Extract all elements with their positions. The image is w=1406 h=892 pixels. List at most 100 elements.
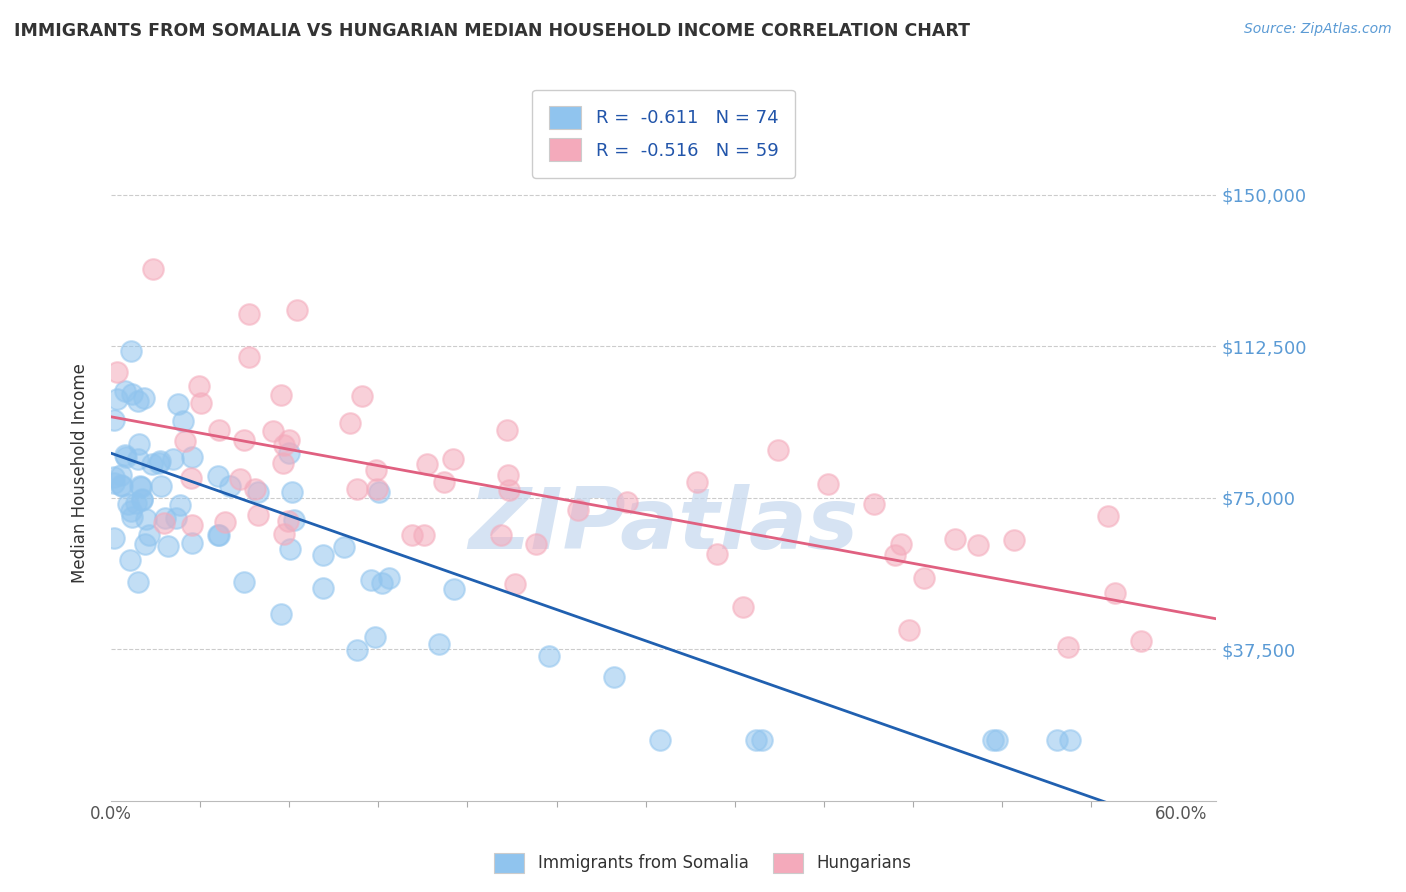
Point bbox=[981, 733, 1004, 747]
Point bbox=[180, 518, 202, 533]
Point bbox=[890, 537, 912, 551]
Point bbox=[496, 423, 519, 437]
Point bbox=[567, 502, 589, 516]
Point bbox=[262, 424, 284, 438]
Point bbox=[105, 392, 128, 406]
Point bbox=[134, 537, 156, 551]
Point bbox=[912, 571, 935, 585]
Point bbox=[686, 475, 709, 489]
Point bbox=[214, 516, 236, 530]
Point bbox=[1130, 633, 1153, 648]
Point bbox=[129, 480, 152, 494]
Point bbox=[103, 475, 125, 490]
Point bbox=[103, 413, 125, 427]
Text: Source: ZipAtlas.com: Source: ZipAtlas.com bbox=[1244, 22, 1392, 37]
Point bbox=[884, 549, 907, 563]
Y-axis label: Median Household Income: Median Household Income bbox=[72, 363, 89, 583]
Point bbox=[208, 527, 231, 541]
Point bbox=[1046, 733, 1069, 747]
Point bbox=[733, 599, 755, 614]
Point bbox=[339, 416, 361, 430]
Point bbox=[443, 582, 465, 596]
Point bbox=[167, 397, 190, 411]
Point bbox=[233, 575, 256, 590]
Text: IMMIGRANTS FROM SOMALIA VS HUNGARIAN MEDIAN HOUSEHOLD INCOME CORRELATION CHART: IMMIGRANTS FROM SOMALIA VS HUNGARIAN MED… bbox=[14, 22, 970, 40]
Point bbox=[277, 514, 299, 528]
Point bbox=[245, 483, 267, 497]
Point bbox=[364, 630, 387, 644]
Point bbox=[346, 482, 368, 496]
Point bbox=[346, 643, 368, 657]
Point bbox=[127, 394, 149, 409]
Point bbox=[149, 453, 172, 467]
Point bbox=[135, 512, 157, 526]
Point bbox=[1059, 733, 1081, 747]
Point bbox=[489, 527, 512, 541]
Point bbox=[270, 607, 292, 621]
Point bbox=[131, 492, 153, 507]
Point bbox=[427, 637, 450, 651]
Point bbox=[378, 571, 401, 585]
Point bbox=[125, 495, 148, 509]
Point bbox=[648, 733, 671, 747]
Point bbox=[366, 482, 388, 496]
Point bbox=[141, 458, 163, 472]
Point bbox=[271, 456, 294, 470]
Point bbox=[278, 446, 301, 460]
Point bbox=[603, 670, 626, 684]
Point bbox=[333, 541, 356, 555]
Point bbox=[433, 475, 456, 489]
Point bbox=[165, 511, 187, 525]
Point bbox=[441, 452, 464, 467]
Point bbox=[187, 379, 209, 393]
Point bbox=[153, 516, 176, 530]
Point bbox=[128, 478, 150, 492]
Point bbox=[121, 509, 143, 524]
Point bbox=[766, 442, 789, 457]
Point bbox=[246, 508, 269, 522]
Point bbox=[142, 262, 165, 277]
Point bbox=[181, 536, 204, 550]
Point bbox=[966, 538, 988, 552]
Legend: Immigrants from Somalia, Hungarians: Immigrants from Somalia, Hungarians bbox=[488, 847, 918, 880]
Point bbox=[413, 527, 436, 541]
Point bbox=[114, 448, 136, 462]
Point bbox=[138, 528, 160, 542]
Point bbox=[111, 478, 134, 492]
Point bbox=[207, 527, 229, 541]
Point bbox=[128, 436, 150, 450]
Point bbox=[360, 573, 382, 587]
Point bbox=[751, 733, 773, 747]
Point bbox=[228, 472, 250, 486]
Point bbox=[120, 504, 142, 518]
Point bbox=[312, 581, 335, 595]
Point bbox=[105, 365, 128, 379]
Point bbox=[415, 457, 437, 471]
Point bbox=[986, 733, 1008, 747]
Point bbox=[121, 387, 143, 401]
Point bbox=[148, 457, 170, 471]
Point bbox=[110, 467, 132, 482]
Point bbox=[110, 478, 132, 492]
Point bbox=[1104, 585, 1126, 599]
Point bbox=[364, 462, 387, 476]
Point bbox=[219, 479, 242, 493]
Point bbox=[496, 468, 519, 483]
Point bbox=[162, 452, 184, 467]
Point bbox=[524, 537, 547, 551]
Point bbox=[132, 391, 155, 405]
Legend: R =  -0.611   N = 74, R =  -0.516   N = 59: R = -0.611 N = 74, R = -0.516 N = 59 bbox=[533, 89, 794, 178]
Point bbox=[120, 552, 142, 566]
Point bbox=[817, 477, 839, 491]
Point bbox=[503, 577, 526, 591]
Point bbox=[131, 493, 153, 508]
Point bbox=[1097, 509, 1119, 524]
Point bbox=[103, 531, 125, 545]
Point bbox=[153, 511, 176, 525]
Point bbox=[207, 469, 229, 483]
Point bbox=[538, 649, 561, 664]
Point bbox=[127, 452, 149, 467]
Point bbox=[285, 302, 308, 317]
Point bbox=[943, 532, 966, 546]
Point bbox=[401, 528, 423, 542]
